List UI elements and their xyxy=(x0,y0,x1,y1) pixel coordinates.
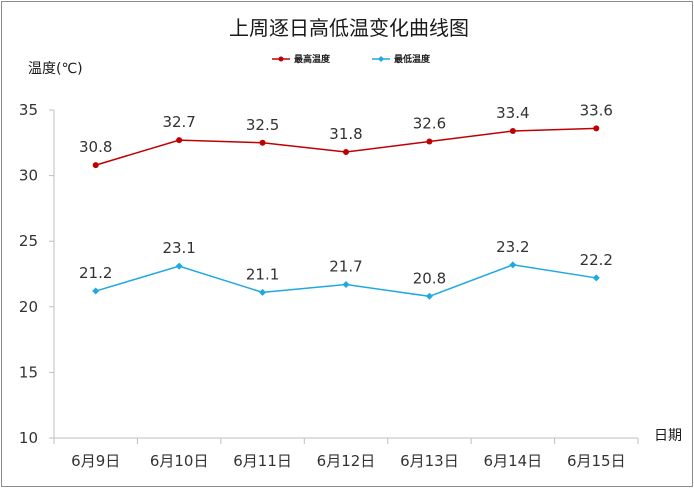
data-label-high: 32.5 xyxy=(246,116,279,134)
data-label-high: 32.7 xyxy=(162,113,195,131)
y-tick-label: 30 xyxy=(19,167,38,185)
data-label-low: 21.2 xyxy=(79,264,112,282)
data-point-low xyxy=(92,287,100,295)
data-point-low xyxy=(175,262,183,270)
data-label-low: 21.1 xyxy=(246,265,279,283)
legend-item-high: 最高温度 xyxy=(272,53,331,65)
series-layer: 30.8 32.7 32.5 31.8 32.6 33.4 33.6 21.2 23.1 21.1… xyxy=(79,101,613,300)
data-point-low xyxy=(425,292,433,300)
y-tick-label: 35 xyxy=(19,101,38,119)
legend-marker-low xyxy=(378,56,384,62)
data-point-high xyxy=(593,125,600,132)
data-label-low: 21.7 xyxy=(329,257,362,275)
data-label-high: 31.8 xyxy=(329,125,362,143)
chart-title: 上周逐日高低温变化曲线图 xyxy=(229,16,469,40)
y-axis-title: 温度(℃) xyxy=(28,61,83,77)
x-tick-label: 6月13日 xyxy=(400,452,459,470)
legend-label-high: 最高温度 xyxy=(294,53,331,65)
x-tick-label: 6月9日 xyxy=(71,452,120,470)
data-label-high: 30.8 xyxy=(79,138,112,156)
data-point-low xyxy=(342,280,350,288)
data-label-high: 33.6 xyxy=(580,101,613,119)
data-point-low xyxy=(509,261,517,269)
data-point-high xyxy=(426,138,433,145)
data-point-high xyxy=(509,127,516,134)
data-label-low: 23.2 xyxy=(496,238,529,256)
data-label-low: 23.1 xyxy=(162,239,195,257)
data-label-low: 20.8 xyxy=(413,269,446,287)
legend-label-low: 最低温度 xyxy=(394,53,431,65)
x-tick-label: 6月11日 xyxy=(233,452,292,470)
data-point-high xyxy=(92,162,99,169)
x-tick-label: 6月10日 xyxy=(150,452,209,470)
data-point-high xyxy=(343,148,349,155)
legend-item-low: 最低温度 xyxy=(372,53,431,65)
data-point-low xyxy=(592,274,600,282)
data-label-high: 32.6 xyxy=(413,114,446,132)
y-tick-label: 20 xyxy=(19,298,38,316)
axes: 10 15 20 25 30 35 6月9日 6月10日 6月11日 6月12日 6月13日 6月14… xyxy=(19,101,639,470)
data-point-high xyxy=(176,137,183,144)
legend: 最高温度 最低温度 xyxy=(272,53,431,65)
data-label-high: 33.4 xyxy=(496,104,529,122)
legend-marker-high xyxy=(278,56,284,62)
x-tick-label: 6月14日 xyxy=(484,452,543,470)
x-tick-label: 6月12日 xyxy=(317,452,376,470)
data-point-high xyxy=(259,139,266,146)
x-axis-title: 日期 xyxy=(654,428,682,444)
x-tick-label: 6月15日 xyxy=(567,452,626,470)
data-point-low xyxy=(259,288,267,296)
data-label-low: 22.2 xyxy=(580,251,613,269)
y-tick-label: 25 xyxy=(19,232,38,250)
y-tick-label: 15 xyxy=(19,363,38,381)
y-tick-label: 10 xyxy=(19,429,38,447)
